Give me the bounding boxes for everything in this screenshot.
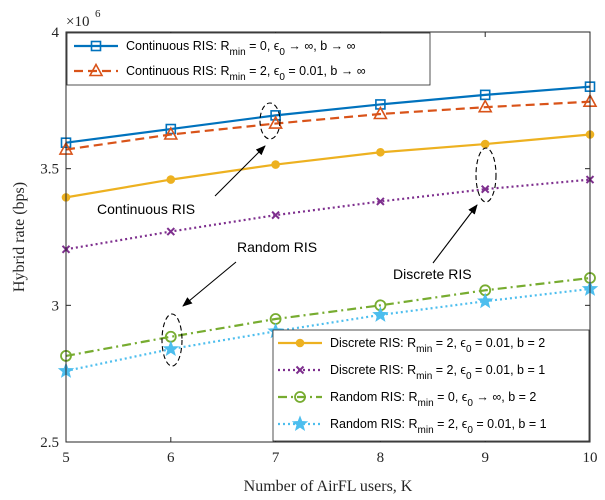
series-3-line: [65, 178, 591, 251]
ellipse-discrete: [475, 147, 497, 203]
y-tick-label-2: 3.5: [40, 162, 59, 178]
legend-bottom-right: Discrete RIS: Rmin = 2, ϵ0 = 0.01, b = 2…: [272, 329, 590, 442]
x-tick-label-2: 7: [272, 450, 280, 466]
x-tick-label-5: 10: [583, 450, 598, 466]
ellipse-random: [161, 313, 183, 367]
legend-entry-5: Random RIS: Rmin = 2, ϵ0 = 0.01, b = 1: [278, 415, 547, 436]
x-tick-label-1: 6: [167, 450, 175, 466]
series-5-line: [65, 287, 591, 373]
ticks: 5 6 7 8 9 10 2.5 3 3.5 4: [40, 25, 597, 466]
arrow-continuous: [214, 145, 266, 197]
legend-marker-1: [88, 62, 104, 77]
legend-entry-1: Continuous RIS: Rmin = 2, ϵ0 = 0.01, b →…: [74, 62, 366, 83]
series-3-point-2: [271, 210, 280, 220]
series-2: [61, 130, 595, 202]
series-layer: [57, 81, 599, 378]
series-1-point-2: [268, 115, 283, 129]
series-4-line: [65, 276, 591, 357]
y-axis-label: Hybrid rate (bps): [11, 182, 28, 292]
annotation-continuous: Continuous RIS: [97, 201, 195, 217]
legend-label-3: Discrete RIS: Rmin = 2, ϵ0 = 0.01, b = 1: [330, 363, 545, 382]
annotation-random: Random RIS: [237, 239, 317, 255]
series-5-point-4: [477, 292, 494, 309]
arrow-discrete: [432, 204, 478, 264]
legend-label-0: Continuous RIS: Rmin = 0, ϵ0 → ∞, b → ∞: [126, 39, 356, 58]
series-1-point-3: [373, 105, 388, 120]
annotation-discrete: Discrete RIS: [393, 266, 472, 282]
series-2-point-2: [271, 160, 280, 169]
arrow-random: [182, 261, 237, 307]
y-tick-label-3: 4: [52, 25, 60, 41]
y-exponent: ×10 6: [66, 8, 101, 30]
x-tick-label-0: 5: [62, 450, 70, 466]
legend-marker-4: [294, 391, 306, 403]
y-tick-label-0: 2.5: [40, 435, 59, 451]
series-2-point-4: [480, 139, 490, 149]
legend-entry-4: Random RIS: Rmin = 0, ϵ0 → ∞, b = 2: [278, 390, 536, 409]
legend-top-box: [66, 32, 431, 86]
series-3-point-1: [166, 227, 176, 236]
x-tick-label-3: 8: [377, 450, 385, 466]
y-exponent-power: 6: [95, 8, 101, 20]
series-5-point-3: [372, 306, 389, 322]
legend-marker-3: [295, 365, 305, 375]
axes: [65, 31, 591, 443]
legend-label-4: Random RIS: Rmin = 0, ϵ0 → ∞, b = 2: [330, 390, 536, 409]
legend-entry-3: Discrete RIS: Rmin = 2, ϵ0 = 0.01, b = 1: [278, 363, 545, 382]
legend-marker-2: [295, 338, 305, 348]
legend-bottom-box: [272, 329, 590, 442]
legend-top-left: Continuous RIS: Rmin = 0, ϵ0 → ∞, b → ∞ C…: [66, 32, 431, 86]
series-2-point-3: [376, 147, 385, 157]
legend-label-5: Random RIS: Rmin = 2, ϵ0 = 0.01, b = 1: [330, 417, 547, 436]
legend-marker-0: [90, 40, 102, 52]
ellipse-continuous: [259, 102, 281, 140]
series-1-line: [65, 100, 591, 151]
legend-label-2: Discrete RIS: Rmin = 2, ϵ0 = 0.01, b = 2: [330, 336, 545, 355]
y-exponent-base: ×10: [66, 14, 89, 30]
series-3-point-4: [480, 184, 490, 194]
legend-entry-0: Continuous RIS: Rmin = 0, ϵ0 → ∞, b → ∞: [74, 39, 356, 58]
series-2-line: [65, 133, 591, 199]
axes-frame: [65, 31, 591, 443]
series-0-line: [65, 85, 591, 144]
series-2-point-1: [166, 175, 176, 184]
annotations: Continuous RIS Random RIS Discrete RIS: [97, 102, 497, 367]
series-5-point-1: [162, 340, 179, 357]
legend-marker-5: [291, 415, 309, 431]
series-1-point-4: [477, 98, 493, 113]
legend-label-1: Continuous RIS: Rmin = 2, ϵ0 = 0.01, b →…: [126, 64, 366, 83]
x-tick-label-4: 9: [481, 450, 489, 466]
series-0-point-2: [270, 110, 281, 121]
x-axis-label: Number of AirFL users, K: [244, 478, 413, 495]
y-tick-label-1: 3: [52, 298, 60, 314]
series-3-point-3: [376, 197, 385, 206]
series-1-point-1: [163, 126, 179, 140]
legend-entry-2: Discrete RIS: Rmin = 2, ϵ0 = 0.01, b = 2: [278, 336, 545, 355]
